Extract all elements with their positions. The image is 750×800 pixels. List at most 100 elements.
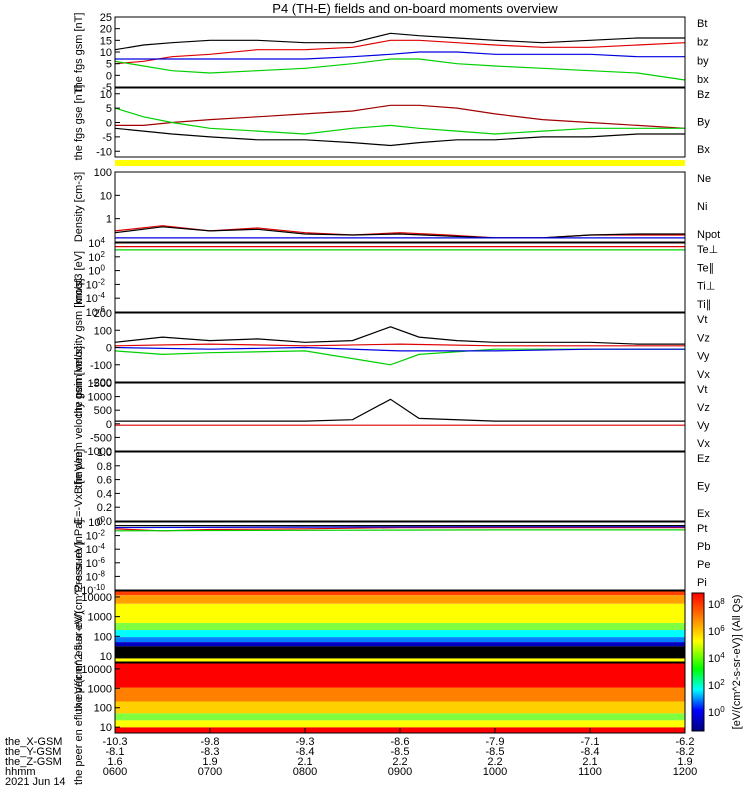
series-line-vt	[114, 326, 685, 345]
panel-5: -200 -100 0 100 200 the peim velocity gsm [km…	[73, 278, 710, 416]
spectrogram-band	[115, 713, 685, 721]
spectrogram-band	[115, 720, 685, 728]
y-tick-label: 0	[106, 419, 112, 431]
orbit-row-label: the_X-GSM	[5, 736, 62, 748]
spectrogram-band	[115, 701, 685, 714]
y-tick-label: 500	[94, 405, 112, 417]
y-tick-label: 10-4	[86, 542, 106, 556]
orbit-row-value: -8.3	[201, 746, 220, 758]
panel-frame	[114, 242, 686, 313]
orbit-row-label: the_Z-GSM	[5, 756, 62, 768]
y-tick-label: -500	[90, 432, 112, 444]
y-axis-label: the peer en eflux eV/(cm^2-s-sr-eV)	[73, 611, 85, 785]
y-tick-label: 0	[106, 70, 112, 82]
legend-entry: Vz	[697, 402, 710, 414]
series-line-vz	[114, 343, 685, 347]
orbit-row-value: -8.2	[676, 746, 695, 758]
colorbar-tick-label: 102	[708, 678, 725, 692]
legend-entry: Te⊥	[697, 244, 718, 256]
y-tick-label: 102	[88, 250, 105, 264]
legend-entry: Vt	[697, 314, 707, 326]
series-line-vy	[114, 348, 685, 366]
orbit-row-value: 2.1	[582, 756, 597, 768]
orbit-row-value: 1200	[673, 766, 697, 778]
series-line-bt	[114, 32, 685, 51]
orbit-row-value: 1100	[578, 766, 602, 778]
y-tick-label: 1	[106, 214, 112, 226]
series-line-bz	[114, 39, 686, 65]
y-tick-label: -1000	[84, 446, 112, 458]
y-tick-label: 1.0	[97, 447, 112, 459]
legend-entry: Ti⊥	[697, 281, 715, 293]
orbit-row-value: 0800	[293, 766, 317, 778]
panel-frame	[114, 382, 686, 452]
spectrogram-band	[115, 591, 685, 596]
legend-entry: Vy	[697, 420, 710, 432]
orbit-row-value: -9.8	[201, 736, 220, 748]
orbit-row-value: -7.9	[486, 736, 505, 748]
series-line-bz	[115, 104, 686, 129]
y-tick-label: 0.4	[97, 488, 112, 500]
legend-entry: Ne	[697, 173, 711, 185]
series-line-bx	[114, 127, 685, 147]
orbit-row-value: -6.2	[676, 736, 695, 748]
orbit-row-value: 1.9	[202, 756, 217, 768]
legend-entry: by	[697, 55, 709, 67]
colorbar-tick-label: 104	[708, 651, 725, 665]
legend-entry: Pt	[697, 523, 707, 535]
colorbar-tick-label: 100	[708, 705, 725, 719]
y-tick-label: 20	[100, 24, 112, 36]
y-tick-label: 10-4	[86, 291, 106, 305]
legend-entry: Vt	[697, 384, 707, 396]
orbit-row-value: -8.6	[391, 736, 410, 748]
y-axis-label: Pressure [nPa]	[73, 520, 85, 593]
colorbar-tick-label: 106	[708, 624, 725, 638]
legend-entry: Ex	[697, 508, 710, 520]
orbit-row-value: 2.2	[487, 756, 502, 768]
y-axis-label: the peir en eflux eV/(cm^2-s-sr-eV)	[73, 541, 85, 711]
y-tick-label: 1000	[88, 392, 112, 404]
series-line-ne	[114, 225, 685, 239]
spectrogram-band	[115, 637, 685, 643]
y-tick-label: 15	[100, 35, 112, 47]
orbit-row-value: 1.9	[677, 756, 692, 768]
legend-entry: Bt	[697, 18, 707, 30]
colorbar-tick-label: 108	[708, 597, 725, 611]
panel-frame	[114, 171, 686, 243]
colorbar	[691, 592, 705, 732]
legend-entry: bx	[697, 74, 709, 86]
spectrogram-band	[115, 603, 685, 623]
panel-frame	[114, 521, 686, 591]
y-tick-label: 5	[106, 59, 112, 71]
legend-entry: Bx	[697, 144, 710, 156]
series-line-pi	[114, 526, 685, 529]
spectrogram-band	[115, 658, 685, 662]
y-tick-label: 0	[106, 118, 112, 130]
orbit-row-value: -8.1	[106, 746, 125, 758]
spectrogram-band	[115, 663, 685, 688]
legend-entry: Ey	[697, 481, 710, 493]
orbit-row-value: 2.2	[392, 756, 407, 768]
y-tick-label: 100	[94, 325, 112, 337]
panel-2: -10 -5 0 5 10 the fgs gse [nT] Bz By Bx	[73, 85, 710, 161]
y-tick-label: 0	[106, 343, 112, 355]
orbit-row-value: -10.3	[102, 736, 127, 748]
y-tick-label: -10	[96, 146, 112, 158]
y-tick-label: 10-2	[86, 277, 106, 291]
orbit-row-value: -8.5	[486, 746, 505, 758]
orbit-row-value: -9.3	[296, 736, 315, 748]
orbit-row-value: 0600	[103, 766, 127, 778]
y-tick-label: 25	[100, 12, 112, 24]
spectrogram-band	[115, 687, 685, 702]
y-axis-label: Density [cm-3]	[73, 172, 85, 242]
y-tick-label: 10	[100, 47, 112, 59]
y-axis-label: moqt3 [eV]	[73, 251, 85, 304]
y-tick-label: 10	[100, 89, 112, 101]
spectrogram-band	[115, 642, 685, 647]
series-line-vt	[115, 398, 685, 422]
panel-frame	[114, 16, 686, 88]
orbit-row-value: -7.1	[581, 736, 600, 748]
